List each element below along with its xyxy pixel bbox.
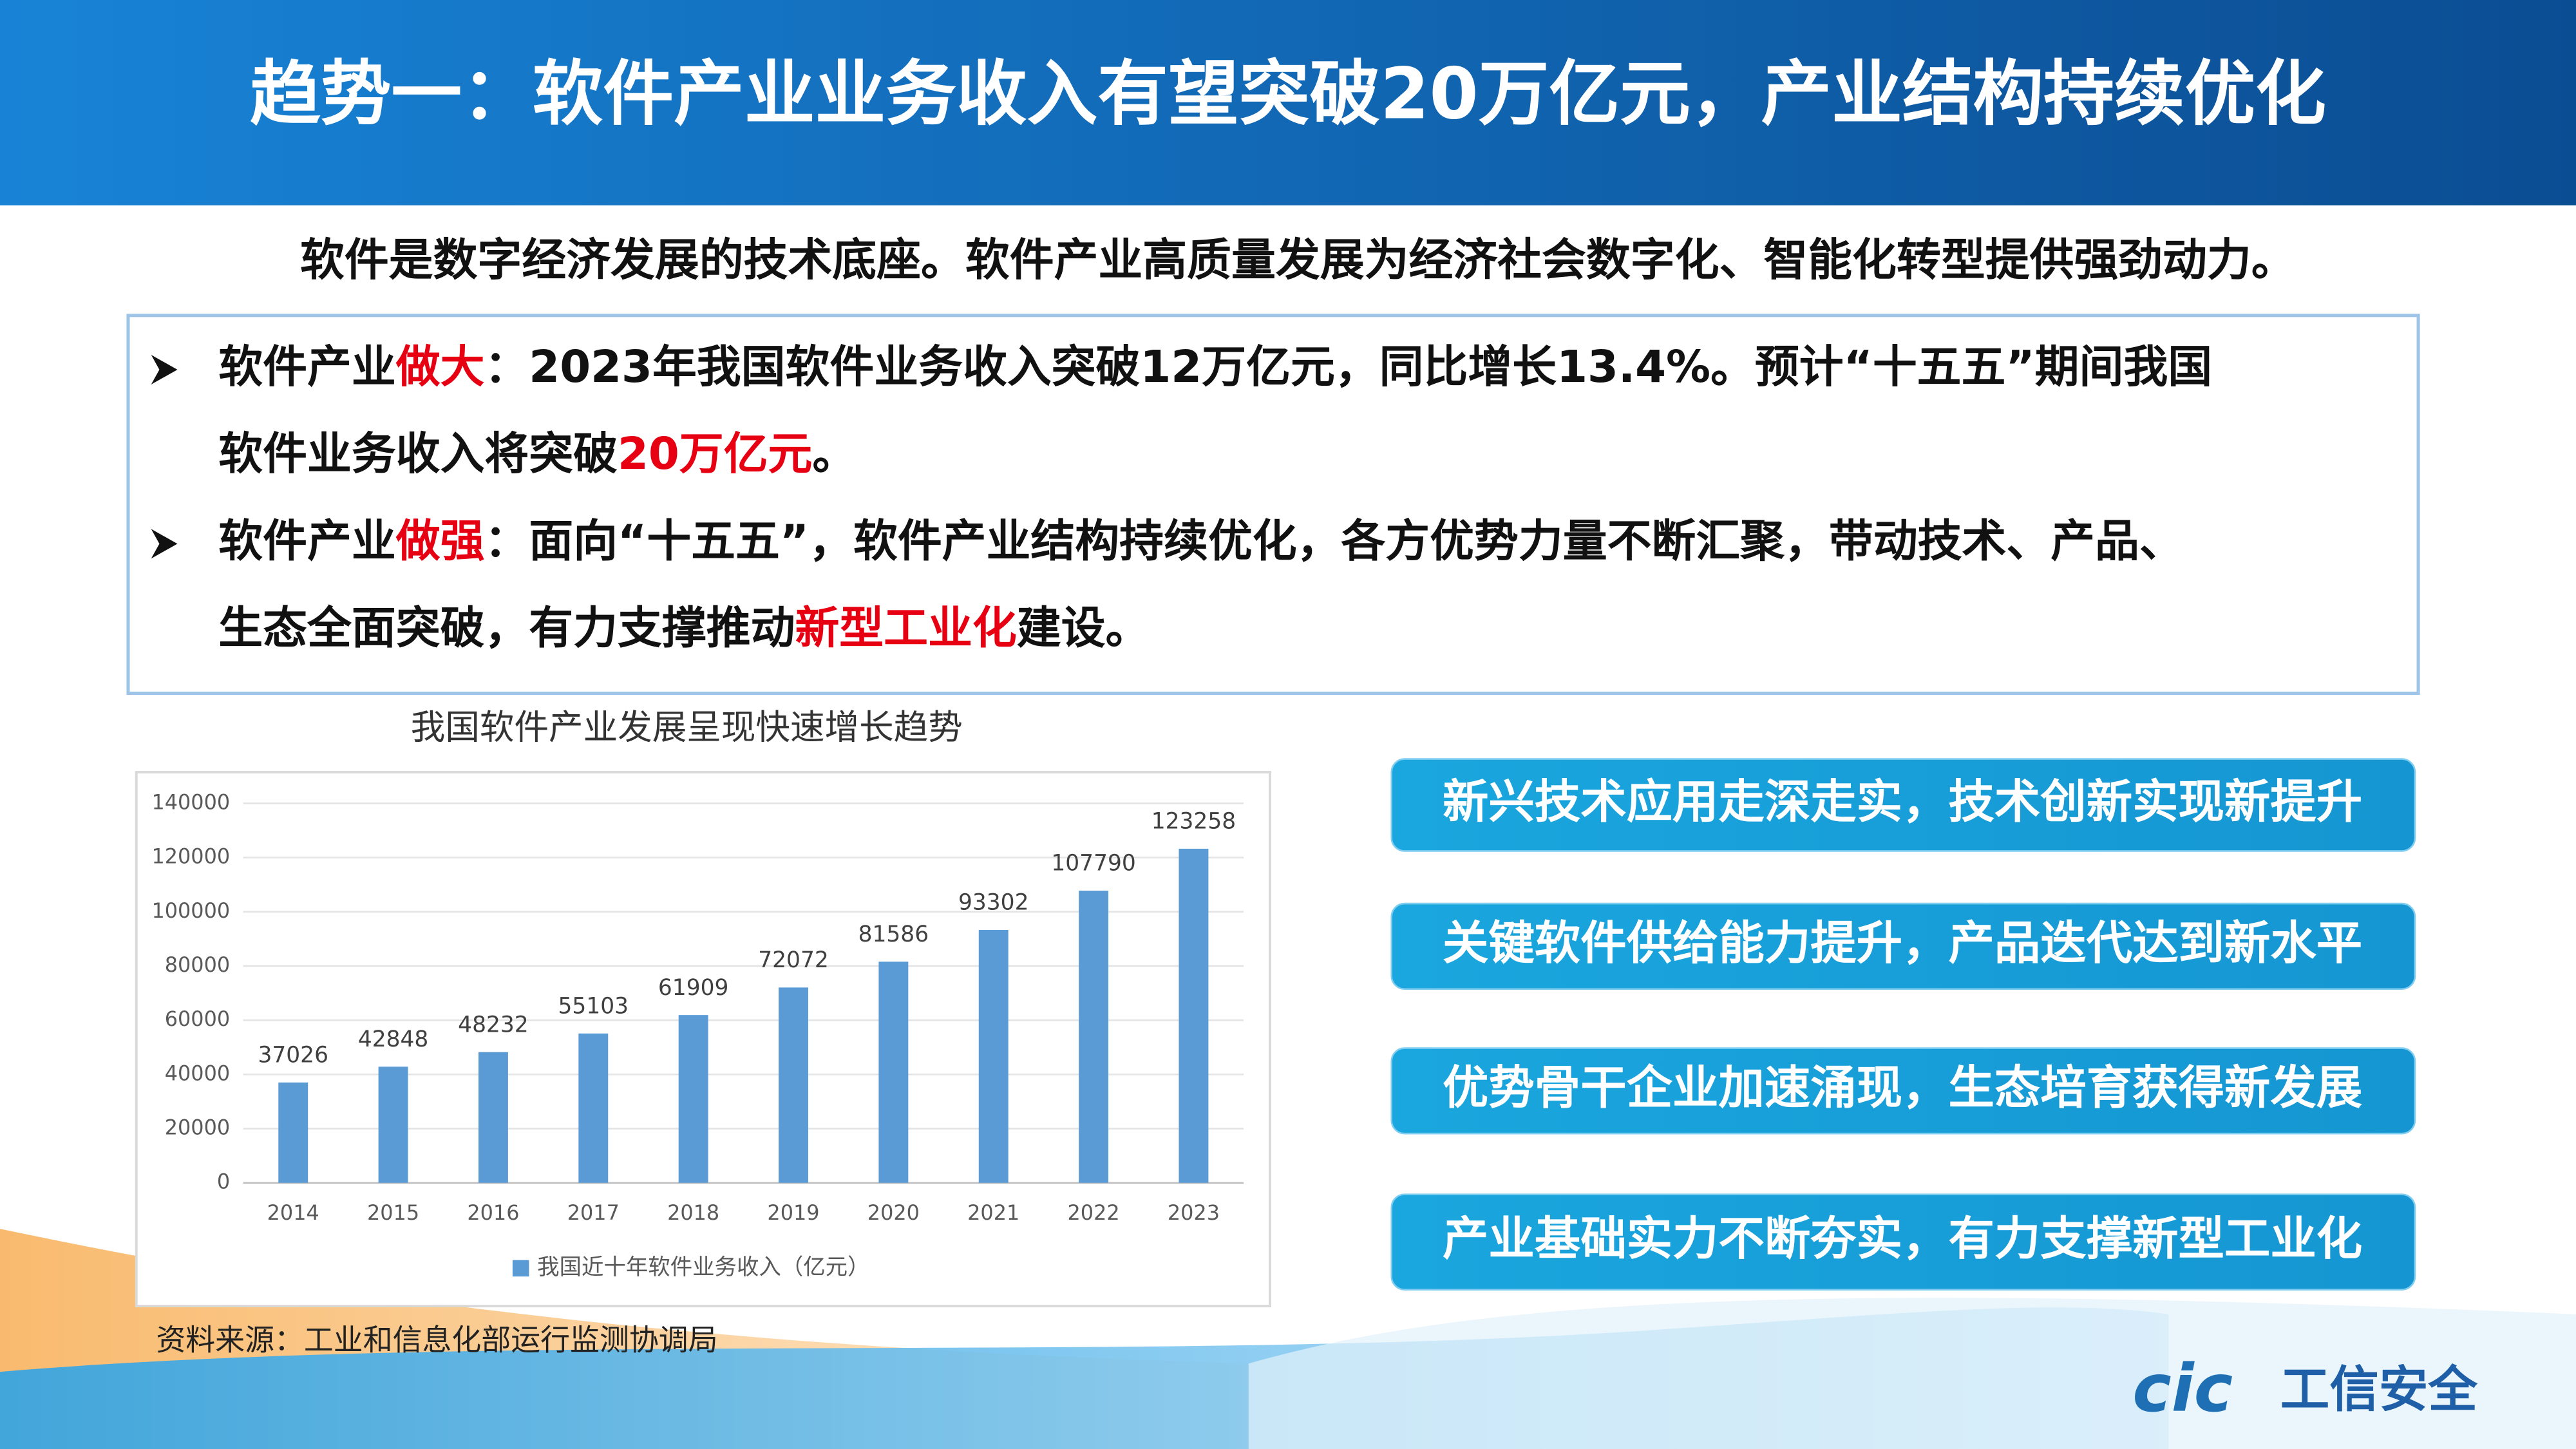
text-run: 软件业务收入将突破 [218, 428, 618, 480]
highlight-text: 新型工业化 [795, 603, 1016, 654]
value-label: 48232 [458, 1012, 529, 1037]
value-label: 42848 [358, 1027, 429, 1052]
x-tick-label: 2016 [467, 1200, 519, 1225]
highlight-pill [1390, 902, 2416, 990]
legend-swatch [512, 1260, 529, 1277]
text-run: 建设。 [1017, 603, 1150, 654]
bar [478, 1052, 508, 1183]
header-title: 趋势一：软件产业业务收入有望突破20万亿元，产业结构持续优化 [250, 52, 2326, 135]
value-label: 55103 [558, 993, 629, 1019]
logo-mark: cic [2132, 1350, 2233, 1427]
logo-name: 工信安全 [2280, 1361, 2478, 1419]
highlight-text: 20万亿元 [618, 428, 812, 480]
x-tick-label: 2022 [1068, 1200, 1120, 1225]
text-run: 软件产业 [218, 341, 395, 393]
legend-label: 我国近十年软件业务收入（亿元） [537, 1255, 869, 1280]
bullet-arrow [151, 529, 178, 559]
highlight-text: 产业基础实力不断夯实，有力支撑新型工业化 [1443, 1212, 2362, 1265]
bar [678, 1015, 708, 1183]
bar [978, 930, 1009, 1183]
bar [878, 961, 909, 1183]
value-label: 81586 [858, 922, 929, 947]
value-label: 61909 [658, 975, 729, 1001]
bar [779, 987, 808, 1183]
bullet-arrow [151, 355, 178, 384]
y-tick-label: 40000 [165, 1061, 230, 1085]
value-label: 72072 [758, 947, 829, 973]
bullet-box [126, 314, 2420, 696]
y-tick-label: 80000 [165, 952, 230, 977]
bar [1179, 848, 1209, 1183]
x-tick-label: 2017 [567, 1200, 620, 1225]
y-tick-label: 120000 [151, 844, 230, 869]
header-bar [0, 0, 2576, 205]
source: 资料来源：工业和信息化部运行监测协调局 [156, 1323, 717, 1358]
highlight-text: 关键软件供给能力提升，产品迭代达到新水平 [1443, 916, 2362, 970]
x-tick-label: 2014 [267, 1200, 319, 1225]
decor-wave [1248, 1298, 2576, 1449]
highlight-pill [1390, 758, 2416, 852]
text-run: ：面向“十五五”，软件产业结构持续优化，各方优势力量不断汇聚，带动技术、产品、 [484, 515, 2183, 567]
highlight-text: 做大 [395, 341, 485, 393]
text-run: 生态全面突破，有力支撑推动 [218, 603, 795, 654]
bullet-line: 软件产业做强：面向“十五五”，软件产业结构持续优化，各方优势力量不断汇聚，带动技… [218, 515, 2183, 567]
value-label: 123258 [1151, 809, 1236, 835]
x-tick-label: 2023 [1168, 1200, 1220, 1225]
y-tick-label: 60000 [165, 1007, 230, 1031]
x-tick-label: 2021 [967, 1200, 1019, 1225]
value-label: 107790 [1051, 851, 1135, 876]
highlight-text: 做强 [395, 515, 485, 567]
x-tick-label: 2020 [867, 1200, 920, 1225]
bar [1079, 891, 1109, 1183]
y-tick-label: 0 [217, 1170, 230, 1194]
x-tick-label: 2019 [767, 1200, 819, 1225]
value-label: 37026 [258, 1043, 328, 1068]
y-tick-label: 100000 [151, 898, 230, 923]
bullet-line: 生态全面突破，有力支撑推动新型工业化建设。 [218, 603, 1150, 654]
highlight-pill [1390, 1047, 2416, 1135]
highlight-text: 优势骨干企业加速涌现，生态培育获得新发展 [1443, 1061, 2362, 1114]
y-tick-label: 20000 [165, 1115, 230, 1140]
highlight-pill [1390, 1193, 2416, 1291]
x-tick-label: 2015 [367, 1200, 419, 1225]
chart-title: 我国软件产业发展呈现快速增长趋势 [411, 706, 963, 747]
bar [278, 1082, 308, 1183]
text-run: 。 [812, 428, 857, 480]
bullet-line: 软件产业做大：2023年我国软件业务收入突破12万亿元，同比增长13.4%。预计… [218, 341, 2212, 393]
y-tick-label: 140000 [151, 790, 230, 814]
text-run: ：2023年我国软件业务收入突破12万亿元，同比增长13.4%。预计“十五五”期… [484, 341, 2212, 393]
x-tick-label: 2018 [667, 1200, 719, 1225]
value-label: 93302 [958, 890, 1029, 916]
bar [578, 1033, 609, 1183]
intro: 软件是数字经济发展的技术底座。软件产业高质量发展为经济社会数字化、智能化转型提供… [300, 234, 2296, 286]
bar [378, 1066, 408, 1183]
text-run: 软件产业 [218, 515, 395, 567]
highlight-text: 新兴技术应用走深走实，技术创新实现新提升 [1443, 775, 2362, 829]
bullet-line: 软件业务收入将突破20万亿元。 [218, 428, 857, 480]
